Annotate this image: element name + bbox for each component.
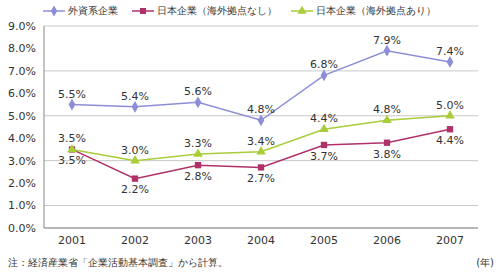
svg-text:2001: 2001 bbox=[58, 234, 86, 247]
svg-text:4.8%: 4.8% bbox=[247, 103, 275, 116]
svg-text:6.8%: 6.8% bbox=[310, 58, 338, 71]
svg-text:0.0%: 0.0% bbox=[8, 222, 36, 235]
svg-text:2005: 2005 bbox=[310, 234, 338, 247]
svg-text:3.5%: 3.5% bbox=[58, 154, 86, 167]
svg-text:7.4%: 7.4% bbox=[436, 45, 464, 58]
svg-text:3.5%: 3.5% bbox=[58, 132, 86, 145]
svg-text:4.8%: 4.8% bbox=[373, 103, 401, 116]
svg-text:3.3%: 3.3% bbox=[184, 137, 212, 150]
svg-text:2006: 2006 bbox=[373, 234, 401, 247]
svg-text:2.7%: 2.7% bbox=[247, 172, 275, 185]
html-text:(年): (年) bbox=[476, 257, 494, 268]
svg-text:7.0%: 7.0% bbox=[8, 65, 36, 78]
svg-text:3.4%: 3.4% bbox=[247, 135, 275, 148]
html-text:外資系企業: 外資系企業 bbox=[67, 5, 118, 16]
svg-text:6.0%: 6.0% bbox=[8, 87, 36, 100]
svg-text:3.0%: 3.0% bbox=[121, 144, 149, 157]
svg-text:3.7%: 3.7% bbox=[310, 150, 338, 163]
svg-text:4.4%: 4.4% bbox=[310, 112, 338, 125]
svg-text:9.0%: 9.0% bbox=[8, 20, 36, 33]
svg-text:2.8%: 2.8% bbox=[184, 170, 212, 183]
html-text:日本企業（海外拠点なし）: 日本企業（海外拠点なし） bbox=[156, 5, 277, 16]
svg-text:2007: 2007 bbox=[436, 234, 464, 247]
svg-text:5.0%: 5.0% bbox=[436, 99, 464, 112]
svg-text:1.0%: 1.0% bbox=[8, 199, 36, 212]
html-text:注：経済産業省「企業活動基本調査」から計算。: 注：経済産業省「企業活動基本調査」から計算。 bbox=[8, 257, 228, 268]
svg-text:2003: 2003 bbox=[184, 234, 212, 247]
svg-text:2002: 2002 bbox=[121, 234, 149, 247]
svg-text:3.0%: 3.0% bbox=[8, 155, 36, 168]
svg-text:4.0%: 4.0% bbox=[8, 132, 36, 145]
svg-text:5.0%: 5.0% bbox=[8, 110, 36, 123]
svg-text:5.6%: 5.6% bbox=[184, 85, 212, 98]
svg-text:8.0%: 8.0% bbox=[8, 42, 36, 55]
svg-text:5.5%: 5.5% bbox=[58, 88, 86, 101]
svg-text:2.0%: 2.0% bbox=[8, 177, 36, 190]
svg-text:4.4%: 4.4% bbox=[436, 134, 464, 147]
svg-text:2.2%: 2.2% bbox=[121, 183, 149, 196]
svg-text:5.4%: 5.4% bbox=[121, 90, 149, 103]
svg-text:2004: 2004 bbox=[247, 234, 275, 247]
html-text:日本企業（海外拠点あり）: 日本企業（海外拠点あり） bbox=[315, 5, 436, 16]
svg-text:3.8%: 3.8% bbox=[373, 148, 401, 161]
svg-text:7.9%: 7.9% bbox=[373, 34, 401, 47]
